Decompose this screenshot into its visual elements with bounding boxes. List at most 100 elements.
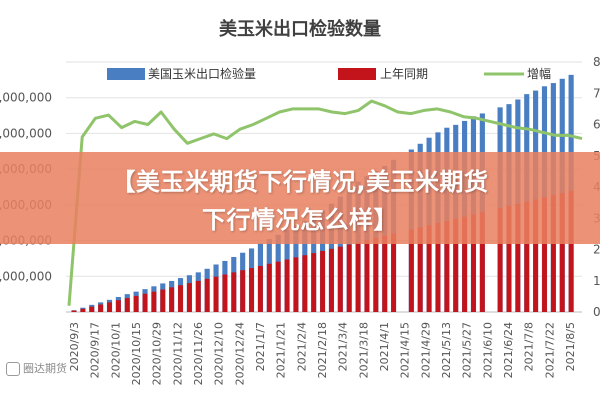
x-tick-label: 2021/5/13 bbox=[440, 322, 453, 378]
y-tick-label-right: 8 bbox=[593, 55, 600, 69]
bar-last-year bbox=[408, 229, 414, 312]
bar-last-year bbox=[213, 276, 219, 312]
bar-last-year bbox=[266, 263, 272, 312]
bar-last-year bbox=[559, 193, 565, 312]
y-tick-label-left: ,000,000 bbox=[0, 91, 52, 105]
bar-last-year bbox=[444, 220, 450, 312]
bar-last-year bbox=[160, 289, 166, 312]
bar-last-year bbox=[142, 293, 148, 312]
bar-last-year bbox=[533, 199, 539, 312]
banner-text-line1: 【美玉米期货下行情况,美玉米期货 bbox=[111, 168, 489, 196]
bar-last-year bbox=[124, 298, 130, 312]
banner-text-line2: 下行情况怎么样】 bbox=[202, 206, 398, 234]
watermark: 圈达期货 bbox=[6, 360, 67, 376]
bar-last-year bbox=[186, 283, 192, 312]
x-tick-label: 2020/9/17 bbox=[89, 322, 102, 378]
y-tick-label-right: 7 bbox=[593, 86, 600, 100]
bar-last-year bbox=[497, 208, 503, 312]
bar-last-year bbox=[471, 214, 476, 312]
x-tick-label: 2020/11/12 bbox=[171, 322, 184, 385]
x-tick-label: 2020/12/24 bbox=[233, 322, 246, 385]
bar-last-year bbox=[373, 238, 379, 312]
bar-last-year bbox=[382, 235, 388, 312]
bar-last-year bbox=[115, 300, 121, 312]
watermark-text: 圈达期货 bbox=[23, 362, 67, 375]
bar-last-year bbox=[107, 302, 112, 312]
bar-last-year bbox=[453, 218, 459, 312]
title-banner bbox=[0, 152, 600, 244]
bar-last-year bbox=[479, 212, 485, 312]
y-tick-label-right: 2 bbox=[593, 243, 600, 257]
bar-last-year bbox=[426, 225, 432, 312]
legend-swatch bbox=[107, 68, 145, 80]
bar-last-year bbox=[524, 201, 530, 312]
bar-last-year bbox=[355, 242, 361, 312]
bar-last-year bbox=[204, 278, 210, 312]
legend-label: 增幅 bbox=[527, 66, 551, 81]
bar-last-year bbox=[542, 197, 547, 312]
bar-last-year bbox=[98, 304, 104, 312]
bar-last-year bbox=[257, 265, 263, 312]
legend-label: 上年同期 bbox=[380, 67, 428, 81]
y-tick-label-right: 6 bbox=[593, 118, 600, 132]
x-tick-label: 2021/3/18 bbox=[357, 322, 370, 378]
bar-last-year bbox=[462, 216, 468, 312]
x-tick-label: 2021/4/15 bbox=[399, 322, 412, 378]
bar-last-year bbox=[133, 295, 139, 312]
x-tick-label: 2021/6/10 bbox=[481, 322, 494, 378]
bar-last-year bbox=[240, 270, 246, 312]
x-tick-label: 2020/10/1 bbox=[109, 322, 122, 378]
x-tick-label: 2021/6/24 bbox=[502, 322, 515, 378]
bar-last-year bbox=[568, 190, 574, 312]
bar-last-year bbox=[231, 272, 237, 312]
bar-last-year bbox=[311, 253, 317, 312]
watermark-logo-icon bbox=[6, 362, 20, 376]
y-tick-label-left: ,000,000 bbox=[0, 269, 52, 283]
bar-last-year bbox=[80, 308, 86, 312]
legend-swatch bbox=[338, 68, 376, 80]
y-tick-label-right: 0 bbox=[593, 305, 600, 319]
bar-last-year bbox=[195, 280, 201, 312]
growth-line bbox=[67, 99, 583, 306]
x-tick-label: 2021/8/5 bbox=[564, 322, 577, 371]
x-tick-label: 2021/7/22 bbox=[543, 322, 556, 378]
bar-last-year bbox=[435, 223, 441, 312]
bar-last-year bbox=[391, 233, 397, 312]
bar-last-year bbox=[249, 268, 254, 312]
bar-last-year bbox=[169, 287, 175, 312]
bar-last-year bbox=[293, 257, 299, 312]
bar-last-year bbox=[337, 246, 343, 312]
bar-last-year bbox=[506, 205, 512, 312]
x-tick-label: 2020/11/26 bbox=[192, 322, 205, 385]
bar-last-year bbox=[328, 248, 334, 312]
x-tick-label: 2021/4/1 bbox=[378, 322, 391, 371]
x-tick-label: 2021/4/29 bbox=[419, 322, 432, 378]
y-tick-label-right: 1 bbox=[593, 274, 600, 288]
chart-title: 美玉米出口检验数量 bbox=[219, 18, 381, 40]
bar-last-year bbox=[417, 227, 423, 312]
x-tick-label: 2021/2/4 bbox=[295, 322, 308, 371]
x-tick-label: 2020/12/10 bbox=[213, 322, 226, 385]
bar-last-year bbox=[71, 310, 77, 312]
bar-last-year bbox=[151, 291, 157, 312]
x-tick-label: 2020/10/15 bbox=[130, 322, 143, 385]
x-tick-label: 2021/7/8 bbox=[523, 322, 536, 371]
bar-last-year bbox=[284, 259, 290, 312]
x-tick-label: 2021/1/21 bbox=[275, 322, 288, 378]
y-tick-label-left: ,000,000 bbox=[0, 126, 52, 140]
bar-last-year bbox=[275, 261, 281, 312]
x-tick-label: 2020/10/29 bbox=[151, 322, 164, 385]
bar-last-year bbox=[515, 203, 521, 312]
bar-last-year bbox=[346, 244, 352, 312]
x-tick-label: 2021/2/18 bbox=[316, 322, 329, 378]
legend-label: 美国玉米出口检验量 bbox=[148, 66, 256, 81]
bar-last-year bbox=[364, 240, 370, 312]
bar-last-year bbox=[89, 306, 95, 312]
bar-last-year bbox=[222, 274, 228, 312]
x-tick-label: 2021/3/4 bbox=[337, 322, 350, 371]
bar-last-year bbox=[320, 250, 326, 312]
bar-last-year bbox=[302, 255, 308, 312]
bar-last-year bbox=[550, 195, 556, 312]
x-tick-label: 2021/1/7 bbox=[254, 322, 267, 371]
x-tick-label: 2020/9/3 bbox=[68, 322, 81, 371]
